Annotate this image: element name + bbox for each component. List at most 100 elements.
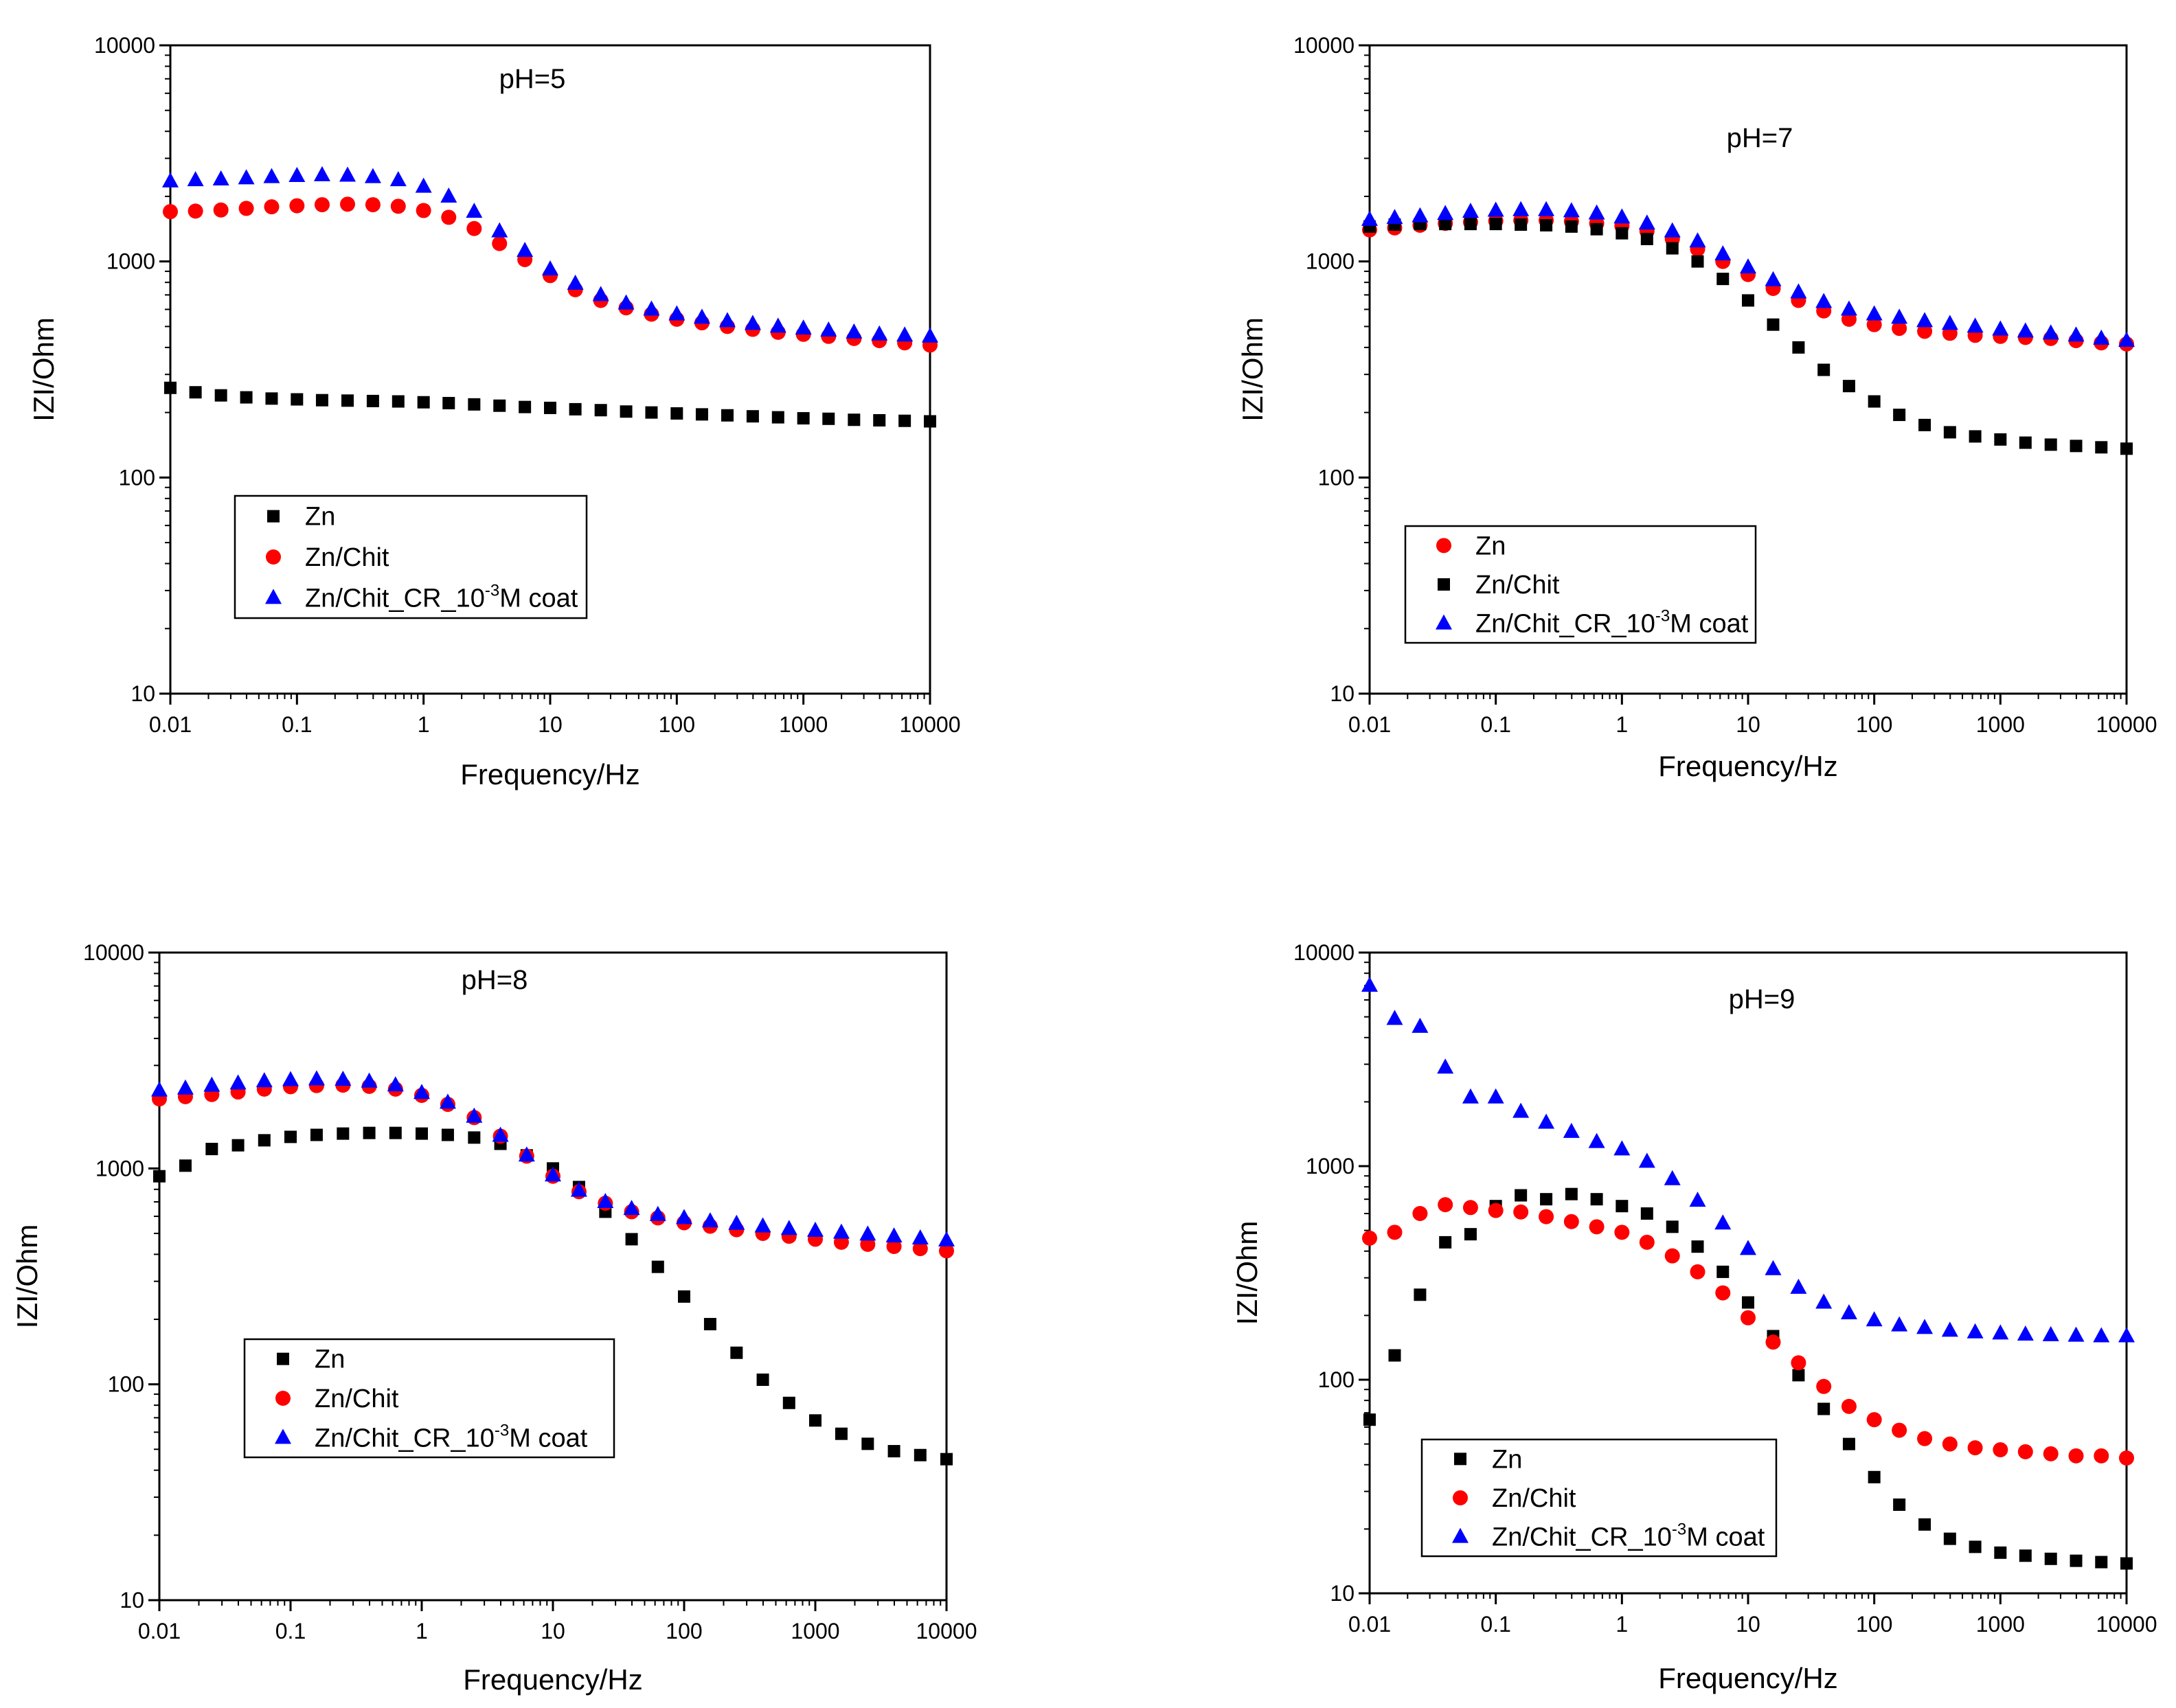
- data-point: [1714, 1214, 1732, 1230]
- data-point: [1691, 1240, 1704, 1253]
- data-point: [822, 412, 835, 425]
- data-point: [1792, 1369, 1805, 1382]
- data-point: [1969, 1540, 1982, 1553]
- data-point: [1363, 1413, 1376, 1426]
- data-point: [1942, 1436, 1958, 1452]
- data-point: [1790, 283, 1807, 299]
- data-point: [744, 315, 761, 330]
- data-point: [676, 1209, 692, 1225]
- legend-label: Zn/Chit: [1492, 1484, 1576, 1513]
- data-point: [1563, 1214, 1579, 1229]
- data-point: [1714, 245, 1732, 261]
- x-tick-label: 100: [659, 712, 695, 737]
- data-point: [1512, 1102, 1530, 1118]
- legend-marker: [1453, 1490, 1468, 1505]
- data-point: [389, 1126, 402, 1139]
- data-point: [315, 394, 328, 407]
- data-point: [1361, 210, 1378, 226]
- data-point: [1943, 426, 1956, 439]
- data-point: [1362, 1230, 1377, 1246]
- x-tick-label: 0.1: [1480, 712, 1510, 737]
- data-point: [2120, 442, 2133, 455]
- data-point: [1540, 219, 1553, 232]
- data-point: [1540, 1193, 1553, 1206]
- data-point: [466, 220, 482, 236]
- data-point: [771, 411, 784, 424]
- legend-marker: [1438, 578, 1450, 591]
- data-point: [1868, 395, 1881, 408]
- plot-frame: [158, 951, 948, 1602]
- y-tick-label: 10000: [83, 940, 144, 965]
- data-point: [1614, 1225, 1630, 1240]
- data-point: [649, 1205, 666, 1221]
- y-axis-title: IZI/Ohm: [11, 1225, 43, 1329]
- data-point: [2120, 1557, 2133, 1570]
- x-tick-label: 10: [538, 712, 563, 737]
- y-tick-label: 10000: [1293, 940, 1355, 965]
- data-point: [1664, 1170, 1681, 1185]
- data-point: [756, 1374, 769, 1387]
- data-point: [1868, 1470, 1881, 1483]
- data-point: [256, 1072, 273, 1088]
- data-point: [1563, 202, 1580, 218]
- chart-title: pH=9: [1729, 984, 1795, 1014]
- data-point: [1841, 1398, 1857, 1414]
- data-point: [1616, 227, 1629, 240]
- data-point: [493, 399, 506, 412]
- data-point: [1690, 1264, 1705, 1279]
- x-axis-title: Frequency/Hz: [463, 1663, 642, 1696]
- legend-marker: [1452, 1527, 1469, 1543]
- data-point: [341, 394, 354, 407]
- y-tick-label: 10: [120, 1588, 144, 1613]
- data-point: [1969, 430, 1982, 443]
- data-point: [263, 168, 280, 183]
- data-point: [1994, 1546, 2007, 1559]
- data-point: [1917, 1431, 1933, 1446]
- data-point: [1588, 1132, 1605, 1148]
- data-point: [1538, 201, 1555, 216]
- data-point: [1639, 1234, 1655, 1250]
- data-point: [2043, 1446, 2059, 1461]
- data-point: [265, 392, 278, 405]
- legend-box: [234, 494, 588, 619]
- data-point: [746, 410, 759, 423]
- data-point: [2118, 332, 2135, 348]
- legend-label: Zn/Chit_CR_10-3M coat: [305, 581, 578, 613]
- data-point: [214, 389, 227, 402]
- data-point: [1967, 1440, 1983, 1456]
- data-point: [1666, 242, 1679, 255]
- legend: Zn Zn/Chit Zn/Chit_CR_10-3M coat: [1420, 1438, 1778, 1558]
- data-point: [569, 402, 582, 415]
- data-point: [871, 325, 888, 341]
- x-tick-label: 10: [1736, 1612, 1760, 1637]
- y-tick-label: 10000: [94, 33, 155, 58]
- data-point: [231, 1139, 245, 1152]
- x-tick-label: 1: [418, 712, 430, 737]
- data-point: [213, 202, 229, 218]
- series-3: [1361, 977, 2135, 1343]
- legend-marker: [265, 589, 282, 604]
- data-point: [1565, 220, 1578, 233]
- data-point: [164, 381, 177, 394]
- data-point: [1412, 1017, 1429, 1033]
- data-point: [1740, 1240, 1756, 1255]
- data-point: [387, 1076, 404, 1092]
- data-point: [1589, 1219, 1605, 1235]
- legend: Zn Zn/Chit Zn/Chit_CR_10-3M coat: [234, 494, 588, 619]
- data-point: [517, 242, 534, 258]
- data-point: [1716, 1265, 1730, 1278]
- data-point: [361, 1072, 378, 1088]
- data-point: [1539, 1209, 1554, 1225]
- legend-label: Zn/Chit: [315, 1385, 399, 1413]
- data-point: [1487, 1088, 1504, 1104]
- data-point: [1891, 1316, 1908, 1332]
- x-tick-label: 0.1: [282, 712, 312, 737]
- series-3: [151, 1070, 955, 1246]
- y-tick-label: 10: [1330, 1581, 1355, 1606]
- data-point: [491, 222, 508, 238]
- data-point: [441, 1128, 454, 1141]
- y-axis-title: IZI/Ohm: [1236, 317, 1269, 422]
- data-point: [1765, 1260, 1782, 1275]
- data-point: [2118, 1327, 2135, 1343]
